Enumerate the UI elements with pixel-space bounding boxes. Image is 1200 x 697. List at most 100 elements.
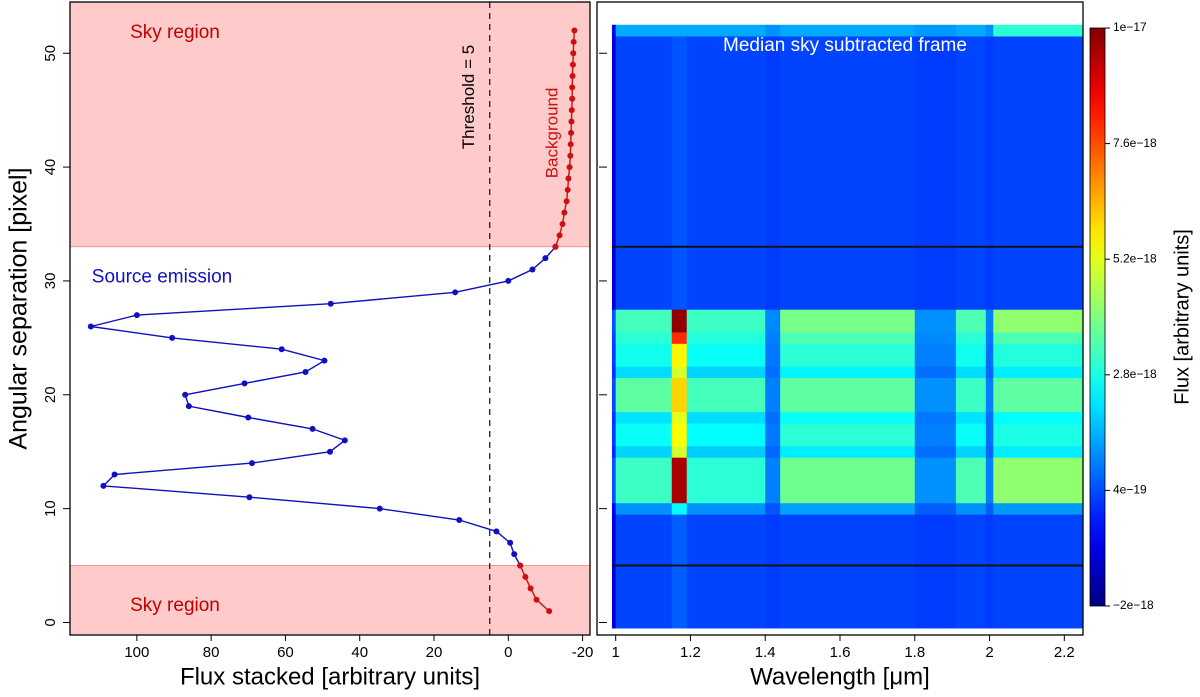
heatmap-cell [993,343,1084,367]
heatmap-cell [985,24,994,37]
heatmap-cell [671,377,688,413]
data-point [493,528,500,535]
heatmap-cell [955,366,987,379]
series-label: Source emission [92,267,232,288]
heatmap-cell [993,366,1084,379]
colorbar-tick-label: 5.2e−18 [1113,251,1157,265]
heatmap-cell [765,423,781,447]
heatmap-cell [671,36,688,310]
data-point [241,380,248,387]
heatmap-cell [611,36,616,310]
plot-frame [69,1,591,636]
colorbar-tick-label: 7.6e−18 [1113,136,1157,150]
data-point [507,539,514,546]
heatmap-cell [993,24,1084,37]
heatmap-cell [615,411,673,424]
colorbar-tick-label: −2e−18 [1113,598,1154,612]
x-tick-label: -20 [572,644,594,661]
heatmap-cell [615,309,673,333]
heatmap-cell [615,24,673,37]
y-axis-title: Angular separation [pixel] [5,167,33,449]
heatmap-cell [765,411,781,424]
heatmap-cell [615,502,673,515]
heatmap-cell [780,36,916,310]
heatmap-cell [765,343,781,367]
data-point [522,573,529,580]
heatmap-cell [765,514,781,629]
data-point [182,391,189,398]
data-point [568,129,575,136]
data-point [566,164,573,171]
x-tick-label: 1.8 [904,644,925,661]
data-point [563,198,570,205]
heatmap-cell [955,36,987,310]
heatmap-cell [914,411,957,424]
y-tick-label: 0 [42,618,59,626]
heatmap-cell [765,502,781,515]
heatmap-cell [914,502,957,515]
data-point [569,84,576,91]
heatmap-cell [955,423,987,447]
heatmap-cell [914,423,957,447]
heatmap-cell [914,309,957,333]
heatmap-cell [765,309,781,333]
region-label: Sky region [130,22,220,43]
heatmap-cell [671,309,688,333]
data-point [561,209,568,216]
y-tick-label: 30 [42,273,59,290]
x-tick-label: 1.2 [680,644,701,661]
data-point [546,608,553,615]
data-point [302,369,309,376]
heatmap-cell [615,446,673,458]
data-point [505,277,512,284]
heatmap-cell [780,24,916,37]
heatmap-cell [671,502,688,515]
data-point [169,334,176,341]
data-point [376,505,383,512]
data-point [87,323,94,330]
data-point [245,414,252,421]
x-tick-label: 20 [426,644,443,661]
heatmap-cell [780,502,916,515]
x-tick-label: 2 [985,644,993,661]
sky-region [69,1,591,248]
heatmap-cell [985,36,994,310]
heatmap-cell [686,457,766,504]
heatmap-cell [914,446,957,458]
heatmap-cell [914,514,957,629]
heatmap-cell [615,377,673,413]
heatmap-cell [765,377,781,413]
heatmap-cell [671,514,688,629]
heatmap-cell [671,423,688,447]
heatmap-cell [993,423,1084,447]
heatmap-cell [671,332,688,344]
y-tick-label: 50 [42,45,59,62]
heatmap-cell [985,446,994,458]
heatmap-cell [611,411,616,424]
data-point [565,175,572,182]
heatmap-cell [985,332,994,344]
heatmap-cell [914,24,957,37]
data-point [527,585,534,592]
colorbar-title: Flux [arbitrary units] [1171,229,1193,405]
heatmap-cell [955,502,987,515]
data-point [452,289,459,296]
data-point [568,118,575,125]
heatmap-cell [780,366,916,379]
heatmap-cell [765,366,781,379]
heatmap-cell [985,502,994,515]
data-point [100,482,107,489]
heatmap-cell [955,24,987,37]
heatmap-cell [914,457,957,504]
heatmap-cell [985,309,994,333]
data-point [567,152,574,159]
heatmap-cell [611,446,616,458]
heatmap-cell [765,446,781,458]
heatmap-cell [611,309,616,333]
heatmap-cell [611,24,616,37]
series-label: Background [542,88,561,179]
data-point [278,346,285,353]
heatmap-cell [993,377,1084,413]
heatmap-cell [611,366,616,379]
heatmap-cell [611,514,616,629]
